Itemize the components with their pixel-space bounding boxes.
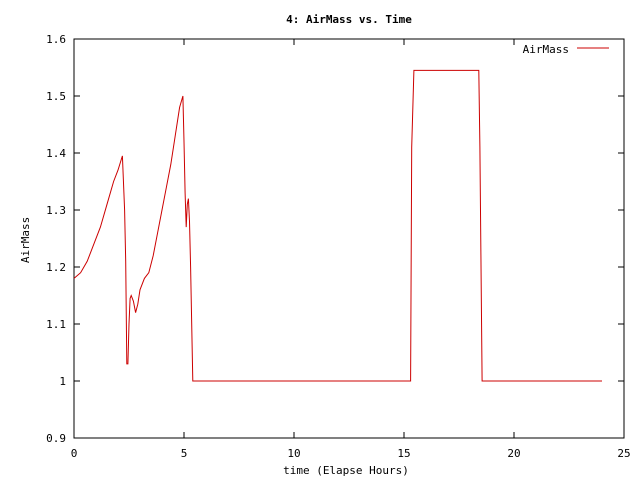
x-tick-label: 20 xyxy=(507,447,520,460)
y-tick-label: 1.2 xyxy=(46,261,66,274)
series-line-airmass xyxy=(73,69,602,382)
x-tick-label: 15 xyxy=(397,447,410,460)
y-tick-label: 1.4 xyxy=(46,147,66,160)
x-tick-label: 5 xyxy=(181,447,188,460)
y-axis-label: AirMass xyxy=(19,217,32,263)
y-tick-label: 0.9 xyxy=(46,432,66,445)
series-layer xyxy=(73,69,602,382)
x-tick-label: 0 xyxy=(71,447,78,460)
y-tick-label: 1 xyxy=(59,375,66,388)
plot-frame xyxy=(73,38,625,439)
y-axis: 0.9 1 1.1 1.2 1.3 1.4 1.5 1.6 xyxy=(46,33,624,445)
legend: AirMass xyxy=(523,43,609,56)
y-tick-label: 1.5 xyxy=(46,90,66,103)
x-tick-label: 10 xyxy=(287,447,300,460)
legend-label: AirMass xyxy=(523,43,569,56)
y-tick-label: 1.1 xyxy=(46,318,66,331)
x-tick-label: 25 xyxy=(617,447,630,460)
y-tick-label: 1.6 xyxy=(46,33,66,46)
x-axis: 0 5 10 15 20 25 xyxy=(71,39,631,460)
chart-title: 4: AirMass vs. Time xyxy=(286,13,412,26)
x-axis-label: time (Elapse Hours) xyxy=(283,464,409,477)
y-tick-label: 1.3 xyxy=(46,204,66,217)
